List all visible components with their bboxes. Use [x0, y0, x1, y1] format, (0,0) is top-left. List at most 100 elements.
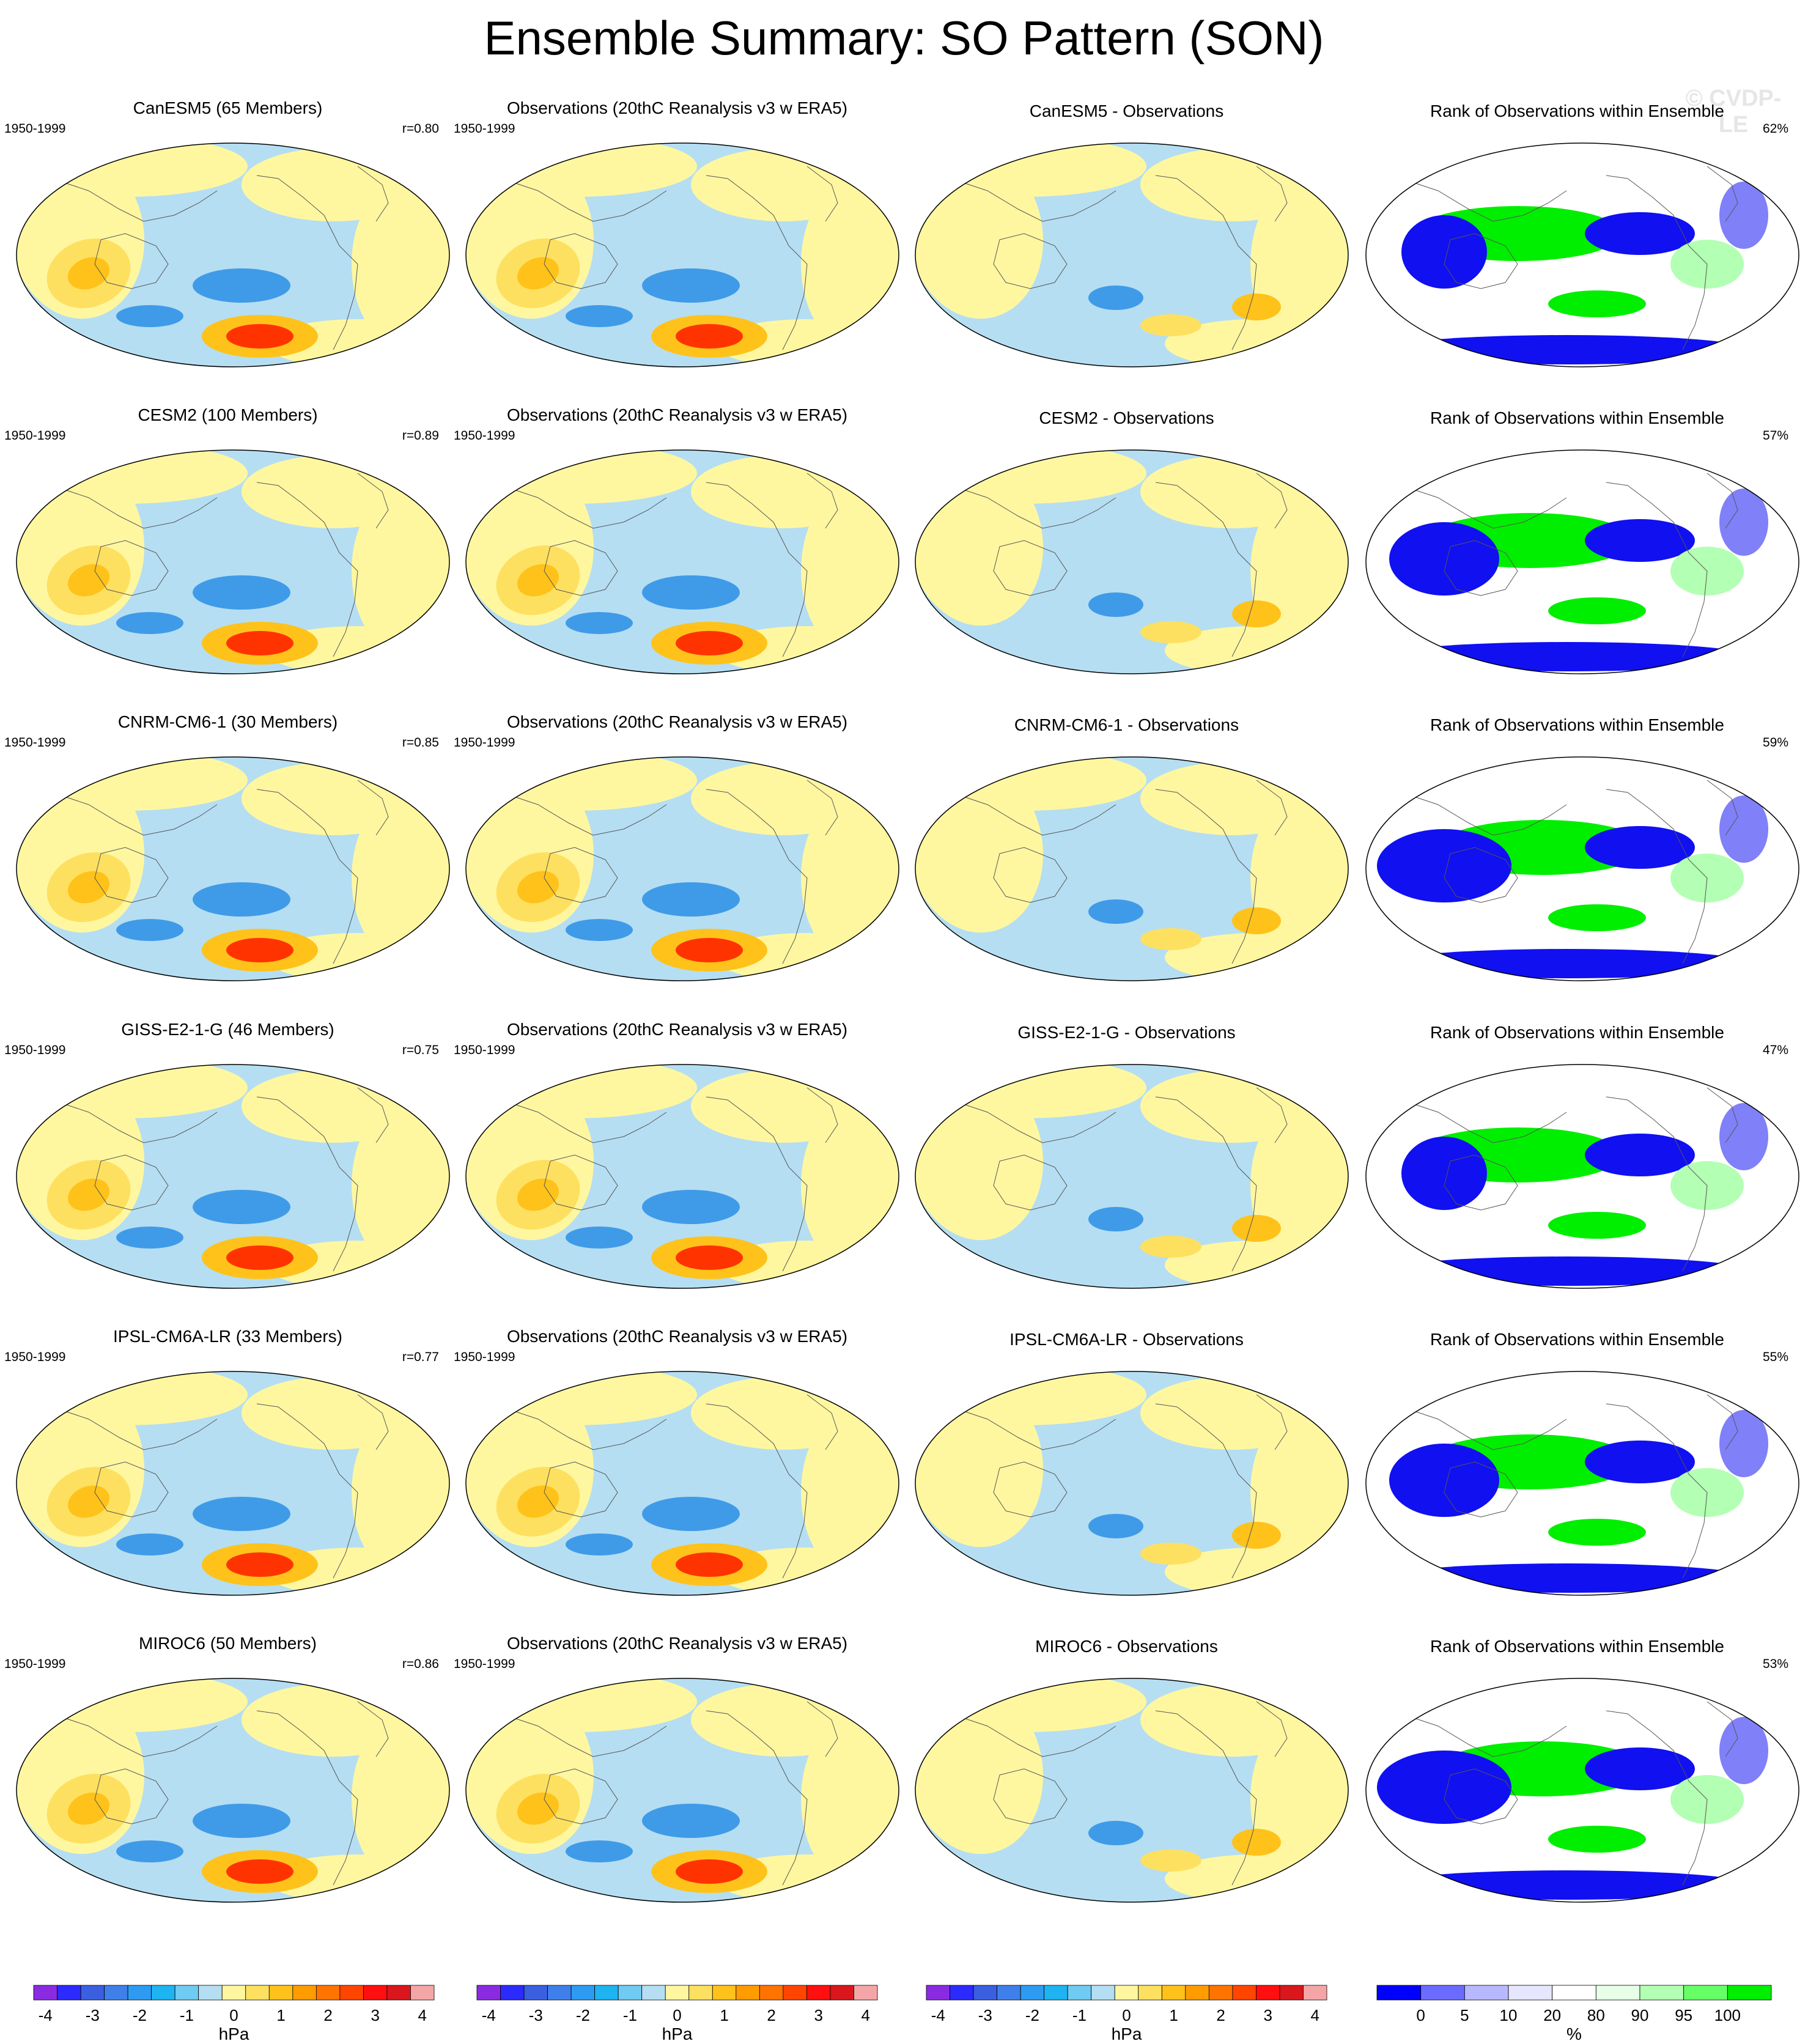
colorbar-swatch [1185, 1985, 1209, 2001]
period-label: 1950-1999 [454, 122, 515, 136]
negative-anomaly-core [566, 612, 633, 634]
colorbar-swatch [665, 1985, 690, 2001]
colorbar-unit: % [1566, 2024, 1582, 2043]
negative-anomaly-core [642, 882, 740, 917]
map-border [915, 449, 1349, 674]
colorbar-swatch [997, 1985, 1021, 2001]
rank-map [1365, 756, 1799, 981]
panel-obs-row4: Observations (20thC Reanalysis v3 w ERA5… [452, 1019, 902, 1325]
colorbar-swatch [759, 1985, 784, 2001]
coastline [1256, 166, 1288, 222]
panel-diff-row4: GISS-E2-1-G - Observations [902, 1019, 1351, 1325]
panel-title: Observations (20thC Reanalysis v3 w ERA5… [506, 98, 848, 117]
map-border [465, 449, 899, 674]
coastline [1444, 1154, 1518, 1211]
negative-anomaly-core [566, 1533, 633, 1555]
strong-positive-region [68, 1485, 109, 1518]
coastline [1444, 233, 1518, 289]
rank-green-region [1548, 1212, 1646, 1239]
map-border [1365, 1678, 1799, 1903]
colorbar-swatch [386, 1985, 411, 2001]
rank-southern-band [1383, 949, 1750, 978]
model-map [16, 1678, 450, 1903]
colorbar-tick-label: -3 [528, 2006, 543, 2024]
colorbar-tick-label: -2 [1025, 2006, 1039, 2024]
southern-high-core [226, 631, 293, 655]
colorbar-tick-label: -4 [931, 2006, 945, 2024]
period-label: 1950-1999 [4, 1657, 66, 1671]
strong-positive-region [68, 1178, 109, 1211]
colorbar-tick-label: -1 [1072, 2006, 1087, 2024]
moderate-positive-region [1140, 314, 1201, 336]
negative-anomaly-core [193, 1804, 290, 1838]
coastline [1606, 789, 1708, 964]
strong-positive-region [1232, 907, 1281, 934]
panel-model-row5: IPSL-CM6A-LR (33 Members) 1950-1999 r=0.77 [3, 1326, 452, 1632]
period-label: 1950-1999 [454, 429, 515, 443]
colorbar-swatch [57, 1985, 81, 2001]
southern-high-core [226, 324, 293, 349]
coastline [1707, 473, 1738, 529]
strong-positive-region [1232, 1522, 1281, 1549]
colorbar-swatch [1067, 1985, 1092, 2001]
panel-rank-row3: Rank of Observations within Ensemble 59% [1352, 712, 1802, 1017]
period-label: 1950-1999 [454, 736, 515, 750]
rank-green-region [1548, 597, 1646, 624]
coastline [706, 1096, 808, 1272]
colorbar-tick-label: -4 [481, 2006, 496, 2024]
rank-percent: 59% [1762, 736, 1788, 750]
model-map [16, 449, 450, 674]
negative-anomaly-core [1088, 1514, 1143, 1538]
cvdp-watermark: © CVDP-LE [1685, 86, 1782, 138]
pattern-correlation: r=0.86 [402, 1657, 439, 1671]
panel-title: Rank of Observations within Ensemble [1430, 1637, 1724, 1656]
strong-positive-region [1232, 600, 1281, 627]
period-label: 1950-1999 [4, 1043, 66, 1057]
hpa-colorbar: -4 -3 -2 -1 0 1 2 3 4 hPa [28, 1984, 477, 2043]
rank-blue-region [1377, 1751, 1511, 1824]
figure-title: Ensemble Summary: SO Pattern (SON) [484, 11, 1324, 65]
period-label: 1950-1999 [4, 736, 66, 750]
coastline [357, 780, 389, 836]
colorbar-swatch [80, 1985, 105, 2001]
strong-positive-region [68, 257, 109, 290]
obs-map [465, 756, 899, 981]
strong-positive-region [68, 564, 109, 597]
panel-rank-row5: Rank of Observations within Ensemble 55% [1352, 1326, 1802, 1632]
panel-title: IPSL-CM6A-LR (33 Members) [113, 1327, 342, 1346]
coastline [94, 1154, 169, 1211]
colorbar-swatch [198, 1985, 223, 2001]
obs-map [465, 1678, 899, 1903]
negative-anomaly-core [193, 268, 290, 303]
southern-high-core [226, 1859, 293, 1884]
southern-high-core [676, 1859, 743, 1884]
coastline [1606, 1403, 1708, 1579]
panel-title: Rank of Observations within Ensemble [1430, 408, 1724, 427]
map-border [1365, 449, 1799, 674]
southern-high-core [226, 1552, 293, 1577]
coastline [256, 789, 358, 964]
coastline [357, 1087, 389, 1143]
panel-title: CNRM-CM6-1 (30 Members) [117, 712, 338, 731]
map-border [915, 1678, 1349, 1903]
coastline [544, 847, 618, 903]
panel-title: Rank of Observations within Ensemble [1430, 1023, 1724, 1042]
panel-model-row4: GISS-E2-1-G (46 Members) 1950-1999 r=0.75 [3, 1019, 452, 1325]
colorbar-swatch [547, 1985, 572, 2001]
colorbar-swatch [1279, 1985, 1304, 2001]
period-label: 1950-1999 [454, 1043, 515, 1057]
coastline [993, 1154, 1068, 1211]
coastline [706, 789, 808, 964]
colorbar-swatch [245, 1985, 270, 2001]
strong-positive-region [517, 564, 559, 597]
colorbar-tick-label: -1 [179, 2006, 194, 2024]
coastline [501, 1713, 667, 1757]
colorbar-tick-label: 4 [861, 2006, 870, 2024]
rank-southern-band [1383, 1870, 1750, 1900]
coastline [806, 166, 838, 222]
coastline [706, 1403, 808, 1579]
negative-anomaly-core [1088, 1821, 1143, 1845]
colorbar-swatch [363, 1985, 388, 2001]
coastline [501, 1099, 667, 1143]
colorbar-swatch [806, 1985, 831, 2001]
